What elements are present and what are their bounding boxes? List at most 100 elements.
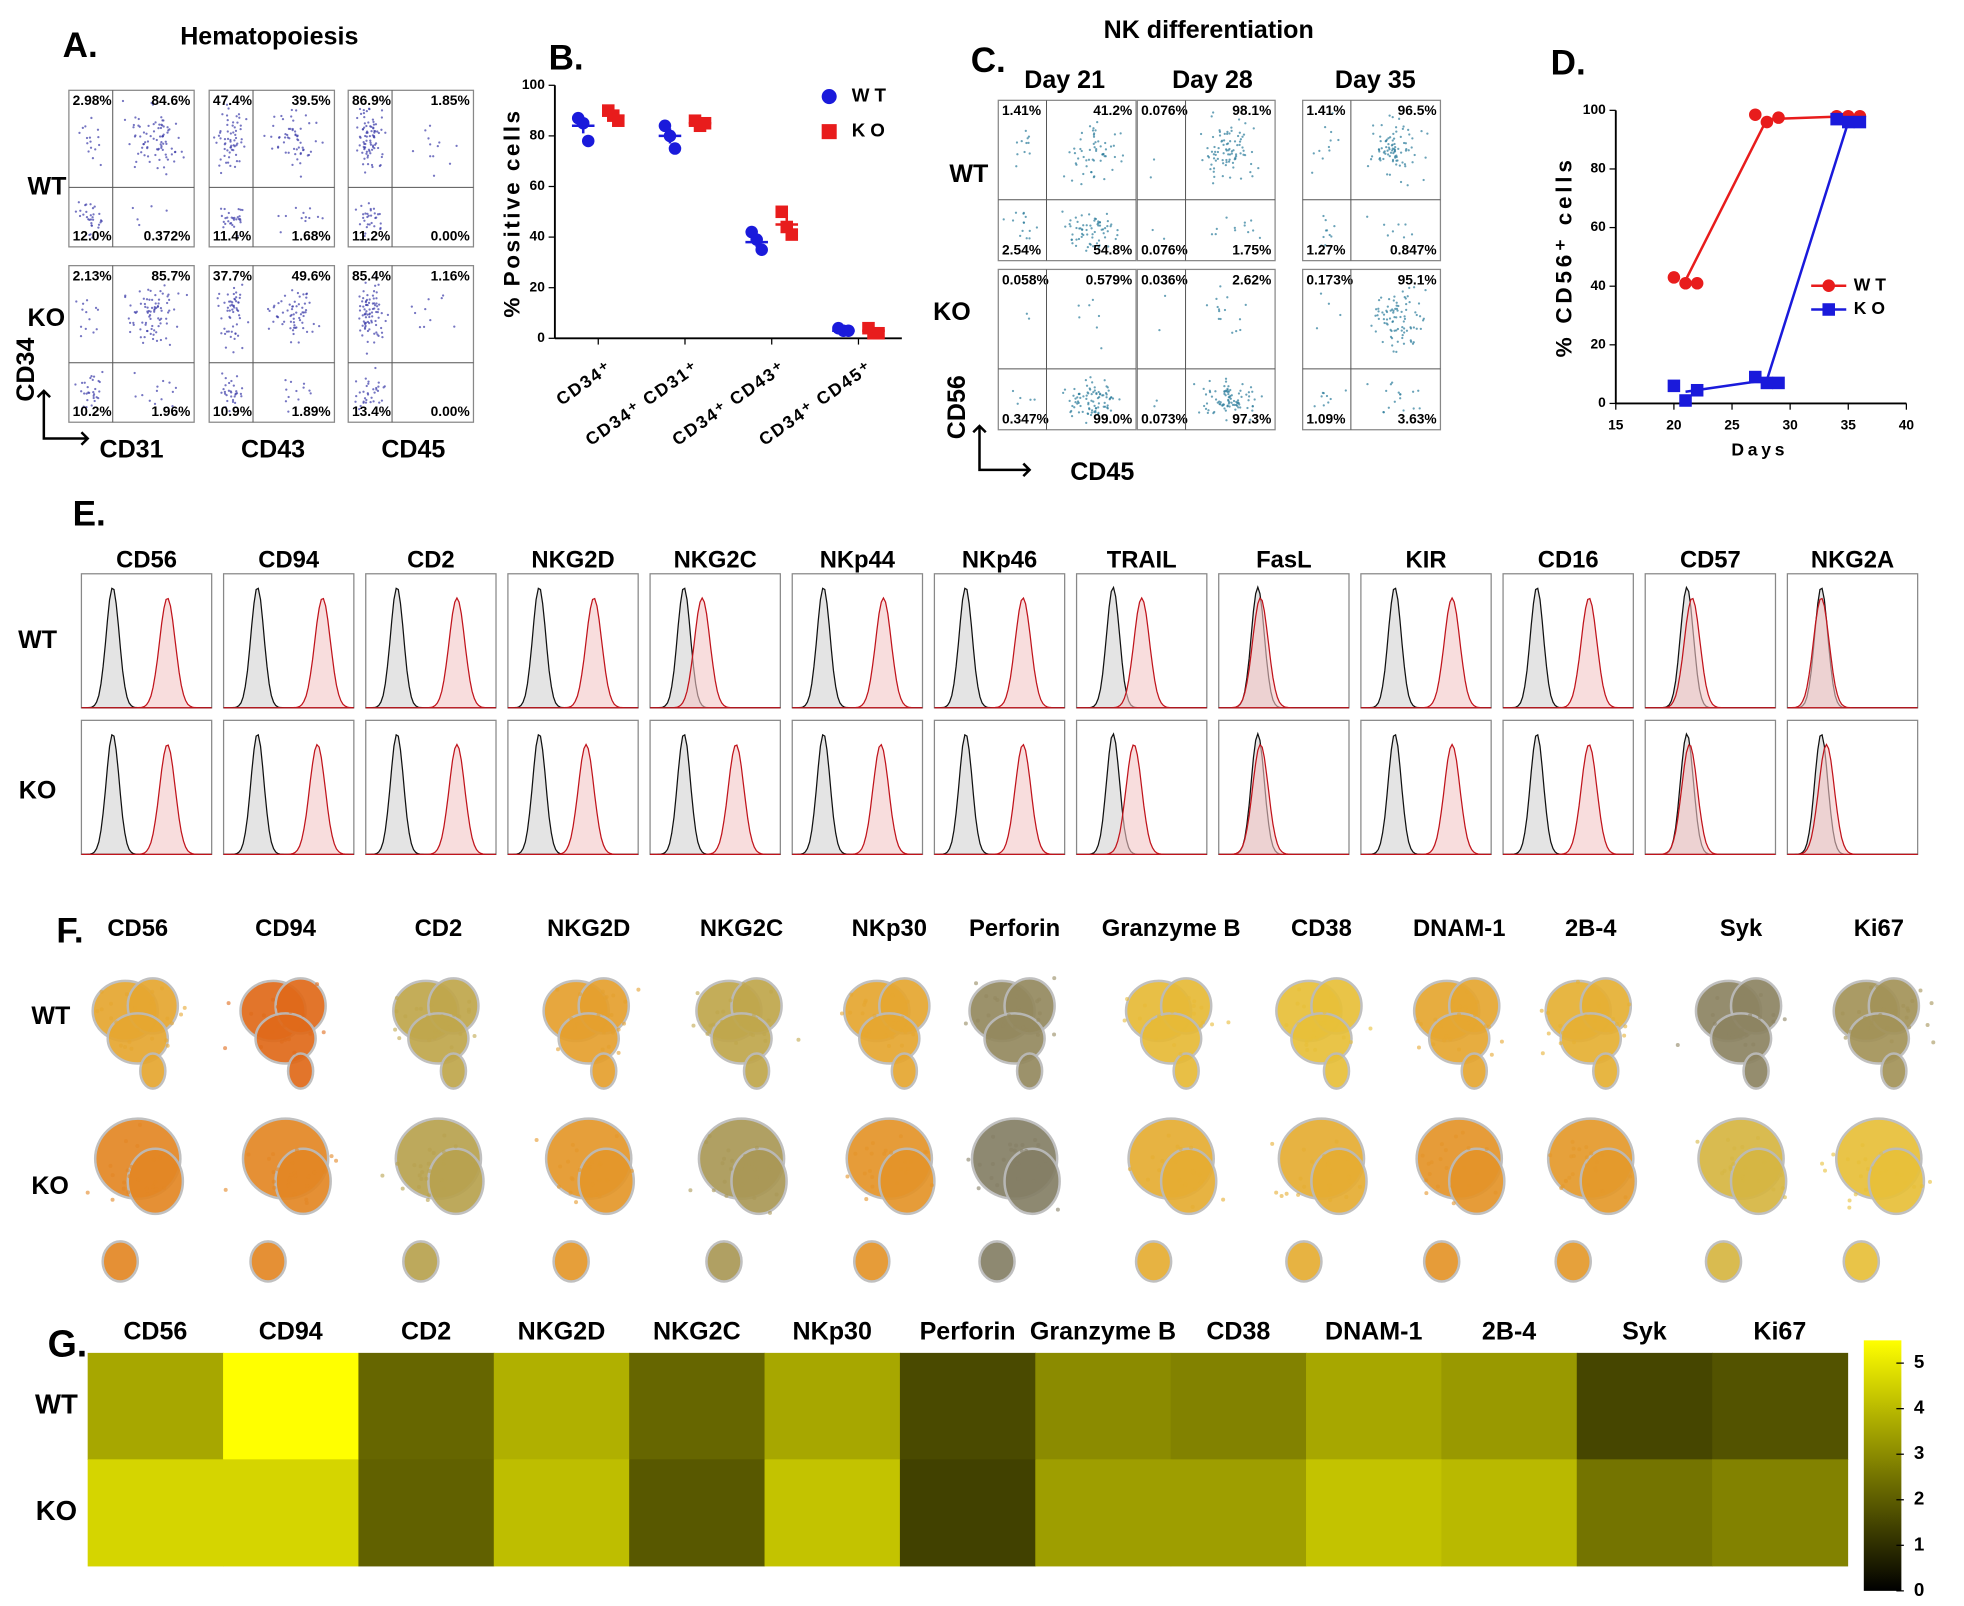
expression-map xyxy=(1675,977,1787,1090)
event-dot xyxy=(1236,134,1240,138)
stained-histogram xyxy=(507,743,639,855)
event-dot xyxy=(1116,234,1119,237)
event-dot xyxy=(366,340,369,343)
map-dot xyxy=(1036,1017,1041,1022)
event-dot xyxy=(358,295,361,298)
event-dot xyxy=(292,313,295,316)
event-dot xyxy=(1238,143,1241,147)
event-dot xyxy=(1075,226,1078,230)
map-dot xyxy=(1734,1174,1739,1179)
event-dot xyxy=(424,129,427,132)
map-dot xyxy=(1865,1166,1870,1171)
event-dot xyxy=(371,165,374,169)
map-dot xyxy=(1442,1038,1447,1043)
map-dot xyxy=(1322,1021,1327,1026)
event-dot xyxy=(136,218,139,221)
map-dot xyxy=(1558,1023,1563,1028)
map-dot xyxy=(129,1164,134,1169)
event-dot xyxy=(1382,411,1385,414)
event-dot xyxy=(167,129,170,132)
quadrant-percent: 0.00% xyxy=(431,228,470,243)
map-dot xyxy=(1014,1161,1019,1166)
event-dot xyxy=(1097,314,1101,318)
event-dot xyxy=(219,129,222,133)
map-dot xyxy=(1015,994,1020,999)
event-dot xyxy=(356,116,359,120)
event-dot xyxy=(1325,394,1329,398)
event-dot xyxy=(152,137,155,140)
event-dot xyxy=(1081,410,1084,413)
event-dot xyxy=(1233,229,1237,232)
map-dot xyxy=(1178,1146,1183,1152)
marker-title: CD57 xyxy=(1680,547,1741,574)
event-dot xyxy=(1095,392,1098,396)
event-dot xyxy=(1114,237,1117,241)
map-dot xyxy=(966,1157,971,1162)
event-dot xyxy=(229,140,232,143)
event-dot xyxy=(234,136,238,140)
event-dot xyxy=(1214,153,1217,157)
map-blob xyxy=(552,1240,590,1283)
event-dot xyxy=(144,305,147,308)
event-dot xyxy=(273,115,276,118)
map-dot xyxy=(1878,1170,1883,1176)
event-dot xyxy=(96,128,100,131)
map-dot xyxy=(414,1006,419,1011)
event-dot xyxy=(1411,137,1414,140)
map-dot xyxy=(1348,1040,1353,1045)
event-dot xyxy=(148,399,151,402)
event-dot xyxy=(305,292,308,295)
event-dot xyxy=(373,225,376,228)
event-dot xyxy=(1090,399,1093,402)
event-dot xyxy=(1011,219,1015,222)
map-dot xyxy=(1847,1205,1852,1210)
data-point xyxy=(1772,111,1785,124)
event-dot xyxy=(1089,224,1092,227)
event-dot xyxy=(1413,153,1416,157)
map-blob xyxy=(742,1052,771,1090)
event-dot xyxy=(366,215,369,219)
event-dot xyxy=(1397,304,1400,308)
quadrant-percent: 2.13% xyxy=(73,269,112,284)
event-dot xyxy=(369,141,372,144)
event-dot xyxy=(221,372,224,375)
map-dot xyxy=(471,1161,476,1166)
event-dot xyxy=(1028,237,1031,240)
event-dot xyxy=(315,121,318,124)
map-dot xyxy=(1751,1042,1756,1047)
map-dot xyxy=(711,1022,716,1027)
event-dot xyxy=(74,383,77,386)
event-dot xyxy=(368,223,371,226)
event-dot xyxy=(236,334,240,337)
event-dot xyxy=(1062,175,1066,178)
event-dot xyxy=(366,212,369,215)
event-dot xyxy=(157,324,160,328)
event-dot xyxy=(364,324,367,328)
event-dot xyxy=(1242,153,1245,156)
event-dot xyxy=(1100,347,1103,350)
map-dot xyxy=(300,1019,305,1024)
event-dot xyxy=(1099,145,1102,148)
expression-map xyxy=(380,1117,485,1283)
event-dot xyxy=(308,207,312,210)
event-dot xyxy=(220,332,223,335)
map-dot xyxy=(1433,1017,1438,1022)
event-dot xyxy=(1212,111,1215,114)
event-dot xyxy=(1116,228,1119,232)
event-dot xyxy=(1329,139,1332,142)
event-dot xyxy=(1232,166,1235,169)
event-dot xyxy=(1397,391,1400,394)
map-dot xyxy=(558,1164,563,1169)
event-dot xyxy=(1227,392,1230,396)
event-dot xyxy=(1088,304,1091,307)
x-tick-label: 15 xyxy=(1608,418,1624,433)
event-dot xyxy=(1108,398,1111,401)
event-dot xyxy=(1212,167,1216,170)
event-dot xyxy=(85,136,89,140)
event-dot xyxy=(366,313,369,316)
event-dot xyxy=(89,214,92,217)
map-dot xyxy=(1302,1184,1307,1189)
event-dot xyxy=(82,213,85,216)
event-dot xyxy=(366,392,369,395)
event-dot xyxy=(1112,144,1115,147)
